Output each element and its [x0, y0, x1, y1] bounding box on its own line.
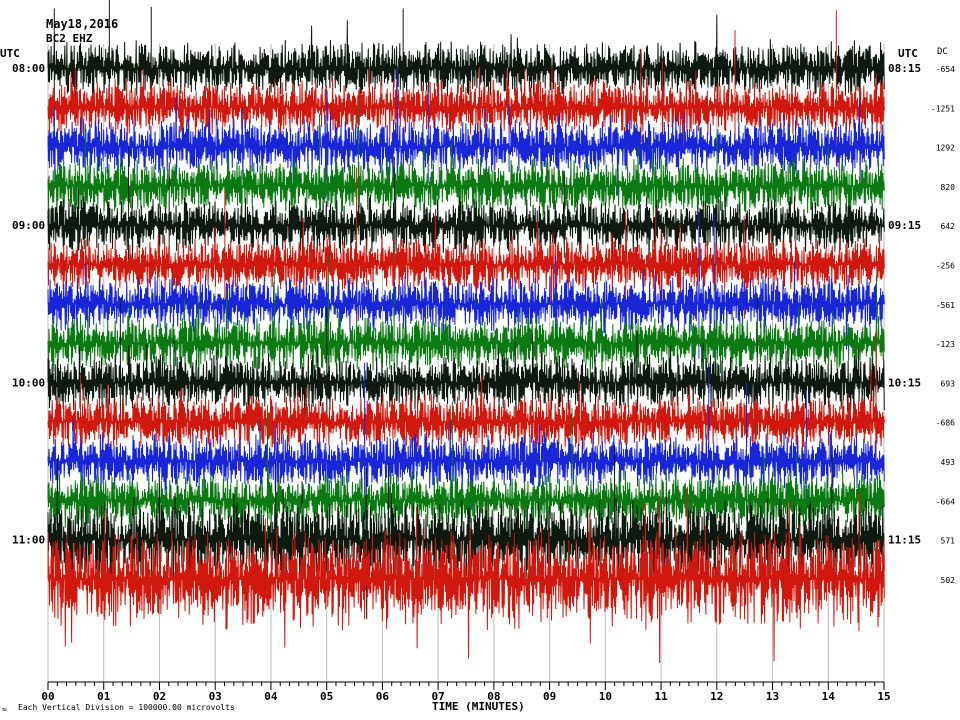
row-right-time-label: 10:15: [888, 376, 921, 389]
dc-header-label: DC: [937, 47, 948, 57]
left-utc-label: UTC: [0, 47, 20, 60]
x-tick-label: 09: [543, 690, 556, 703]
trace-row-8: [47, 331, 885, 435]
x-tick-label: 03: [209, 690, 222, 703]
row-dc-offset: -654: [936, 65, 955, 74]
row-right-time-label: 09:15: [888, 219, 921, 232]
x-tick-label: 13: [766, 690, 779, 703]
x-tick-label: 11: [654, 690, 668, 703]
row-dc-offset: 571: [941, 537, 956, 546]
trace-row-2: [47, 95, 885, 199]
trace-row-4: [47, 188, 885, 278]
scale-note: Each Vertical Division = 100000.00 micro…: [18, 703, 235, 712]
row-dc-offset: -561: [936, 301, 955, 310]
row-dc-offset: -256: [936, 262, 955, 271]
row-dc-offset: 493: [941, 458, 956, 467]
x-tick-label: 15: [877, 690, 890, 703]
x-axis-title: TIME (MINUTES): [432, 700, 525, 713]
trace-row-9: [47, 375, 885, 471]
row-right-time-label: 08:15: [888, 62, 921, 75]
corner-mark: ≈: [2, 705, 7, 714]
trace-row-6: [47, 262, 885, 350]
x-tick-label: 04: [264, 690, 278, 703]
trace-row-13: [47, 486, 885, 664]
row-dc-offset: -123: [936, 340, 955, 349]
row-labels: 08:00 08:15 -654 -1251 1292 820 09:00 09:15 642 -…: [12, 62, 955, 585]
x-tick-label: 01: [97, 690, 111, 703]
x-tick-label: 06: [376, 690, 390, 703]
row-dc-offset: 502: [941, 576, 956, 585]
trace-row-3: [47, 138, 885, 240]
row-dc-offset: 642: [941, 222, 956, 231]
seismic-traces: [47, 0, 885, 664]
row-dc-offset: 820: [941, 183, 956, 192]
right-utc-label: UTC: [898, 47, 918, 60]
trace-row-7: [47, 290, 885, 392]
row-dc-offset: -664: [936, 497, 955, 506]
row-right-time-label: 11:15: [888, 534, 921, 547]
row-left-time-label: 09:00: [12, 219, 45, 232]
row-dc-offset: 693: [941, 379, 956, 388]
row-dc-offset: -686: [936, 419, 955, 428]
x-tick-label: 14: [822, 690, 836, 703]
trace-row-0: [47, 14, 885, 116]
station-label: BC2 EHZ: [46, 32, 93, 45]
x-tick-label: 08: [487, 690, 500, 703]
row-left-time-label: 11:00: [12, 534, 45, 547]
x-axis: 00 01 02 03 04 05 06 07 08 09 10 11 12 13 14 15: [41, 681, 891, 703]
date-label: May18,2016: [46, 17, 118, 31]
row-left-time-label: 08:00: [12, 62, 45, 75]
x-tick-label: 07: [432, 690, 445, 703]
row-left-time-label: 10:00: [12, 376, 45, 389]
x-tick-label: 00: [41, 690, 54, 703]
trace-row-10: [47, 418, 885, 515]
row-dc-offset: -1251: [931, 104, 955, 113]
row-dc-offset: 1292: [936, 144, 955, 153]
x-tick-label: 02: [153, 690, 166, 703]
x-tick-label: 10: [599, 690, 612, 703]
x-tick-label: 12: [710, 690, 723, 703]
x-tick-label: 05: [320, 690, 333, 703]
trace-row-11: [47, 453, 885, 547]
